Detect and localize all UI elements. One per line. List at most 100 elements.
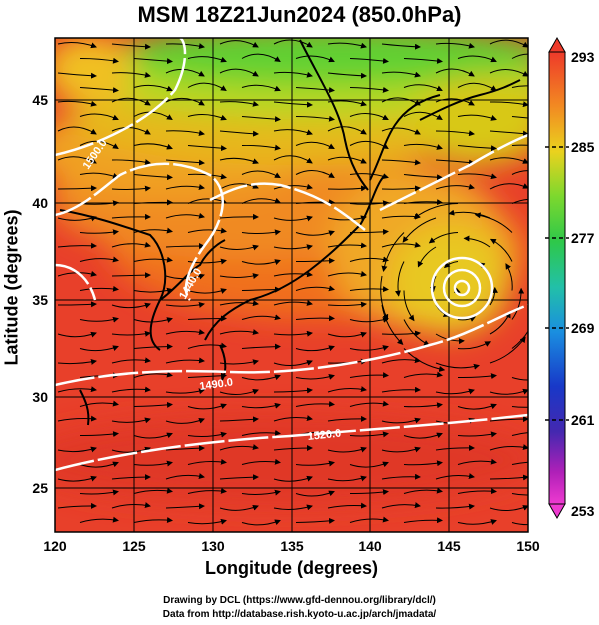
geopotential-contours: [55, 38, 528, 472]
contour-label-1490: 1490.0: [199, 376, 234, 393]
streamline: [295, 199, 335, 206]
streamline: [57, 475, 97, 482]
streamline: [133, 256, 173, 263]
streamline: [295, 374, 335, 380]
streamline: [133, 343, 173, 350]
streamline: [219, 416, 259, 423]
streamline: [187, 458, 227, 465]
streamline: [381, 185, 421, 192]
streamline: [111, 241, 151, 248]
streamline: [241, 402, 281, 409]
streamline: [165, 388, 205, 395]
streamline: [219, 244, 259, 251]
streamline: [349, 345, 389, 351]
cyclone-rings: [430, 256, 494, 320]
streamline: [435, 362, 480, 370]
streamline: [403, 371, 443, 378]
streamline: [79, 57, 119, 64]
streamline: [295, 87, 335, 94]
streamline: [241, 170, 281, 178]
colorbar-label: 277: [571, 230, 595, 246]
streamline: [381, 386, 421, 393]
streamline: [133, 199, 173, 206]
streamline: [133, 174, 173, 181]
streamline: [273, 271, 313, 278]
streamline: [187, 518, 227, 525]
streamline: [165, 243, 205, 250]
streamline: [327, 242, 367, 249]
streamline: [403, 290, 415, 322]
x-axis: 120 125 130 135 140 145 150: [43, 538, 540, 554]
temperature-field: [55, 38, 528, 532]
streamline: [273, 475, 313, 482]
streamline: [187, 82, 227, 92]
streamline: [273, 39, 313, 48]
streamline: [273, 129, 313, 136]
streamline: [241, 53, 281, 63]
streamline: [474, 212, 513, 233]
streamline: [295, 460, 335, 467]
streamline: [327, 215, 367, 222]
streamline: [511, 330, 528, 349]
streamline: [187, 227, 227, 234]
streamline: [349, 431, 389, 438]
streamline: [403, 517, 443, 524]
streamline: [402, 217, 437, 243]
streamline: [219, 183, 259, 190]
streamline: [111, 97, 151, 106]
streamline: [489, 39, 528, 48]
streamline: [457, 316, 476, 322]
streamline: [111, 71, 151, 78]
streamline: [511, 198, 528, 204]
streamline: [505, 263, 513, 291]
streamline: [79, 113, 119, 121]
streamline: [241, 144, 281, 151]
streamline: [57, 100, 97, 107]
streamline: [403, 57, 443, 64]
streamline: [79, 461, 119, 468]
streamline: [295, 285, 335, 292]
streamline: [381, 127, 421, 135]
streamline: [349, 317, 389, 323]
streamline: [381, 357, 421, 364]
streamline: [133, 58, 173, 65]
streamline: [187, 288, 227, 294]
streamline: [381, 71, 421, 78]
x-tick-label: 130: [201, 538, 225, 554]
streamline: [57, 386, 97, 393]
streamline: [187, 431, 227, 438]
colorbar-label: 253: [571, 503, 595, 519]
chart-title: MSM 18Z21Jun2024 (850.0hPa): [137, 2, 462, 27]
streamline: [295, 141, 335, 149]
y-axis: 25 30 35 40 45: [32, 92, 48, 496]
streamline: [273, 215, 313, 222]
x-axis-label: Longitude (degrees): [204, 558, 378, 578]
streamline: [111, 417, 151, 424]
streamline: [219, 130, 259, 137]
streamline: [457, 431, 497, 438]
streamline: [241, 519, 281, 526]
streamline: [327, 42, 367, 49]
streamline: [489, 474, 528, 481]
x-tick-label: 135: [280, 538, 304, 554]
streamline: [349, 489, 389, 496]
streamline: [187, 372, 227, 379]
streamline: [241, 489, 281, 496]
streamline: [327, 475, 367, 482]
streamline: [511, 406, 528, 408]
streamline: [327, 270, 367, 277]
streamline: [133, 460, 173, 467]
streamline: [489, 69, 528, 77]
streamline: [295, 345, 335, 352]
streamline: [57, 156, 97, 164]
colorbar-label: 261: [571, 412, 595, 428]
streamline: [489, 130, 528, 137]
streamline: [457, 341, 492, 350]
streamline: [349, 372, 389, 379]
streamline: [435, 130, 475, 137]
streamline: [457, 519, 497, 525]
streamline: [435, 183, 475, 190]
y-tick-label: 30: [32, 389, 48, 405]
colorbar-label: 285: [571, 139, 595, 155]
streamline: [219, 100, 259, 107]
